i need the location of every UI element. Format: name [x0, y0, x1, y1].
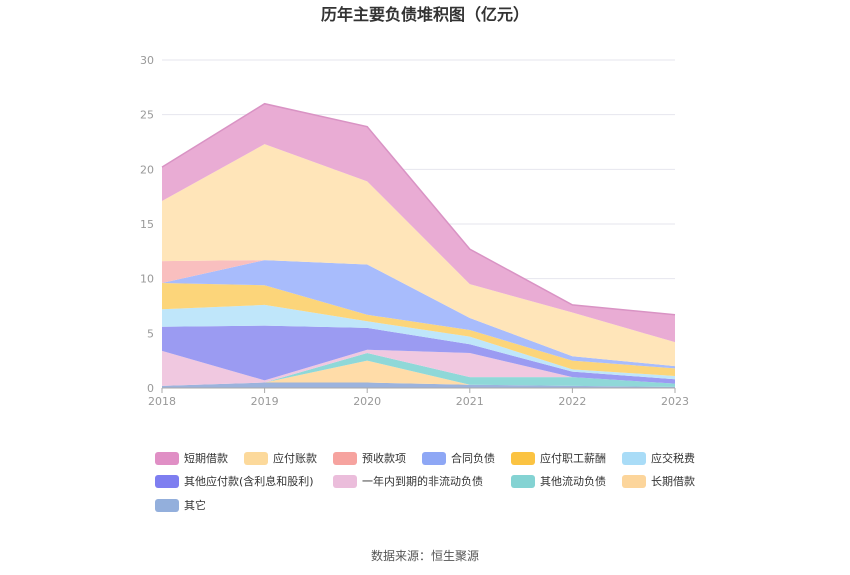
legend-item[interactable]: 其他流动负债 — [511, 474, 606, 488]
chart-title: 历年主要负债堆积图（亿元） — [321, 5, 529, 24]
y-tick-label: 0 — [147, 382, 154, 395]
area-series-5 — [162, 304, 675, 380]
area-series-7 — [162, 260, 675, 369]
total-outline — [161, 102, 676, 316]
legend-item[interactable]: 短期借款 — [155, 451, 228, 465]
legend-item[interactable]: 应付职工薪酬 — [511, 451, 606, 465]
y-tick-label: 30 — [140, 54, 154, 67]
legend-label: 其它 — [184, 498, 206, 512]
area-series-1 — [162, 360, 675, 387]
data-source: 数据来源：恒生聚源 — [371, 548, 479, 563]
axes: 0 5 10 15 20 25 30 2018 2019 2020 2021 2022 2023 — [140, 54, 689, 408]
legend-swatch — [422, 452, 446, 465]
legend-label: 应交税费 — [651, 451, 695, 465]
x-tick-label: 2020 — [353, 395, 381, 408]
legend-swatch — [155, 452, 179, 465]
area-series-8 — [162, 260, 675, 367]
legend-label: 一年内到期的非流动负债 — [362, 474, 483, 488]
legend-swatch — [155, 475, 179, 488]
y-tick-label: 15 — [140, 218, 154, 231]
y-tick-label: 10 — [140, 273, 154, 286]
legend-swatch — [333, 475, 357, 488]
legend-item[interactable]: 应交税费 — [622, 451, 695, 465]
x-tick-label: 2023 — [661, 395, 689, 408]
legend-label: 合同负债 — [451, 451, 495, 465]
legend-swatch — [155, 499, 179, 512]
legend-swatch — [333, 452, 357, 465]
legend-label: 其他流动负债 — [540, 474, 606, 488]
legend-label: 长期借款 — [651, 474, 695, 488]
legend-swatch — [622, 452, 646, 465]
legend-label: 应付职工薪酬 — [540, 451, 606, 465]
y-tick-label: 20 — [140, 163, 154, 176]
y-tick-label: 25 — [140, 109, 154, 122]
legend-swatch — [511, 452, 535, 465]
x-tick-label: 2021 — [456, 395, 484, 408]
x-tick-label: 2022 — [558, 395, 586, 408]
legend-item[interactable]: 合同负债 — [422, 451, 495, 465]
area-series-0 — [162, 382, 675, 388]
area-series-4 — [162, 325, 675, 384]
legend-item[interactable]: 长期借款 — [622, 474, 695, 488]
legend-swatch — [244, 452, 268, 465]
legend-label: 应付账款 — [273, 451, 317, 465]
x-tick-label: 2018 — [148, 395, 176, 408]
legend-label: 短期借款 — [184, 451, 228, 465]
area-series-9 — [162, 144, 675, 367]
legend-label: 预收款项 — [362, 451, 406, 465]
legend-swatch — [622, 475, 646, 488]
legend-label: 其他应付款(含利息和股利) — [184, 474, 314, 488]
area-series-3 — [162, 349, 675, 386]
area-series-6 — [162, 283, 675, 376]
legend-item[interactable]: 应付账款 — [244, 451, 317, 465]
area-series-10 — [162, 103, 675, 343]
x-tick-label: 2019 — [251, 395, 279, 408]
area-series-2 — [162, 353, 675, 387]
legend-item[interactable]: 其他应付款(含利息和股利) — [155, 474, 314, 488]
y-tick-label: 5 — [147, 327, 154, 340]
stacked-areas — [161, 102, 676, 388]
legend-item[interactable]: 预收款项 — [333, 451, 406, 465]
legend-swatch — [511, 475, 535, 488]
legend-item[interactable]: 一年内到期的非流动负债 — [333, 474, 483, 488]
legend-item[interactable]: 其它 — [155, 498, 206, 512]
